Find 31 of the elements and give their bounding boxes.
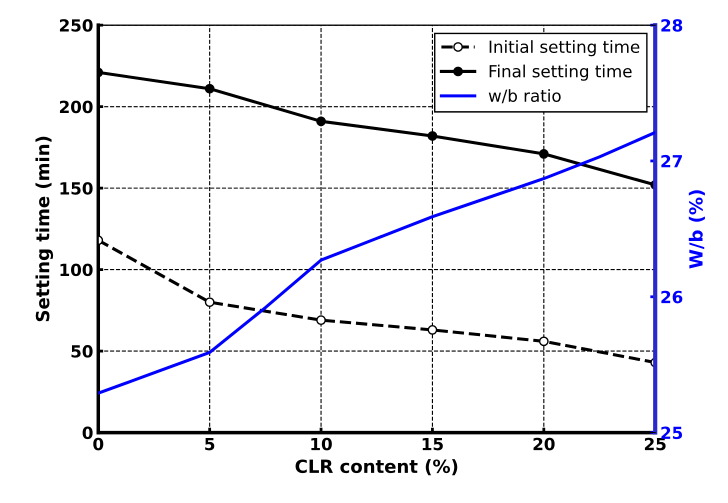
x-tick-label: 5 [205,438,214,450]
point [316,315,326,325]
y-tick-label: 100 [60,264,93,276]
point [428,325,438,335]
x-tick-label: 0 [93,438,104,450]
y-axis-title: Setting time (min) [35,136,54,322]
y2-tick-label: 25 [661,426,682,440]
y2-axis-title: W/b (%) [688,190,705,268]
point [538,336,549,346]
y2-tick-label: 26 [661,290,682,304]
y2-tick-label: 27 [661,154,682,168]
point [204,297,215,308]
y-tick-label: 50 [72,345,93,358]
point [428,131,438,141]
y-tick-label: 150 [60,182,93,195]
y-tick-label: 200 [60,100,93,114]
legend-label: w/b ratio [488,89,561,104]
y-tick-label: 0 [82,426,93,440]
x-tick-label: 20 [534,438,555,450]
point [538,149,549,159]
x-tick-label: 15 [422,438,443,450]
point [204,84,215,94]
line-series [98,130,656,395]
y-tick-label: 250 [60,19,93,32]
y2-tick-label: 28 [661,19,682,32]
legend-label: Initial setting time [490,40,640,56]
x-axis-title: CLR content (%) [296,459,458,476]
x-tick-label: 10 [311,438,332,450]
legend-label: Final setting time [490,64,632,81]
point [316,116,326,126]
x-tick-label: 25 [644,438,666,450]
